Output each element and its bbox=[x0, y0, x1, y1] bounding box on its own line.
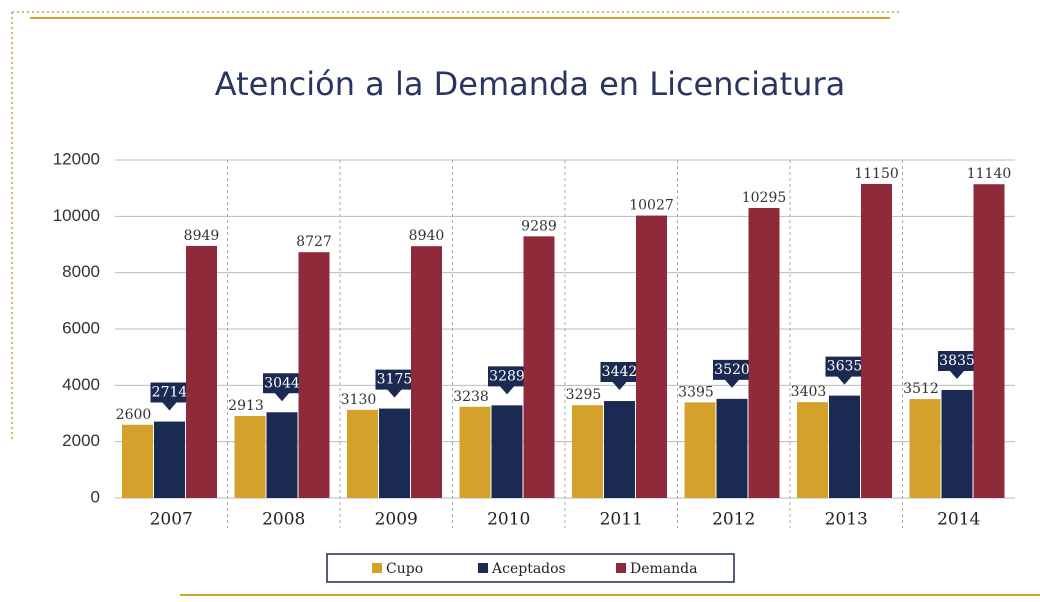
x-tick-label: 2009 bbox=[375, 510, 418, 530]
callout bbox=[600, 362, 639, 391]
bar bbox=[523, 236, 555, 498]
bar bbox=[459, 406, 491, 498]
bar bbox=[154, 421, 185, 498]
legend-swatch bbox=[616, 563, 626, 573]
legend-box bbox=[326, 553, 735, 583]
data-label: 9289 bbox=[521, 218, 557, 234]
data-label: 10295 bbox=[742, 190, 787, 206]
y-tick-label: 8000 bbox=[62, 262, 100, 281]
y-tick-label: 6000 bbox=[62, 318, 100, 337]
x-tick-label: 2012 bbox=[712, 510, 755, 530]
data-label: 3512 bbox=[903, 381, 939, 397]
bar bbox=[491, 405, 523, 498]
x-tick-label: 2013 bbox=[825, 510, 868, 530]
data-label: 3044 bbox=[264, 375, 300, 391]
bar bbox=[411, 246, 442, 498]
bar bbox=[748, 208, 780, 498]
bar bbox=[973, 184, 1005, 498]
bar bbox=[941, 389, 973, 498]
data-label: 3175 bbox=[377, 372, 413, 388]
data-label: 3403 bbox=[791, 384, 827, 400]
callout bbox=[263, 373, 301, 402]
data-label: 3295 bbox=[566, 387, 602, 403]
bar bbox=[379, 408, 410, 498]
bar bbox=[298, 252, 330, 498]
data-label: 2600 bbox=[116, 407, 152, 423]
x-tick-label: 2007 bbox=[150, 510, 193, 530]
bar bbox=[234, 415, 266, 498]
callout bbox=[713, 359, 751, 388]
x-tick-label: 2011 bbox=[600, 510, 643, 530]
bar bbox=[909, 399, 941, 498]
data-label: 2714 bbox=[152, 385, 188, 401]
bar bbox=[347, 409, 378, 498]
legend-label: Demanda bbox=[630, 561, 697, 577]
legend-swatch bbox=[372, 563, 382, 573]
callout bbox=[488, 366, 526, 395]
bar bbox=[572, 405, 603, 498]
data-label: 3442 bbox=[602, 364, 638, 380]
legend-label: Aceptados bbox=[491, 561, 566, 577]
chart-title: Atención a la Demanda en Licenciatura bbox=[215, 65, 845, 103]
data-label: 8940 bbox=[409, 228, 445, 244]
bar bbox=[829, 395, 860, 498]
bar bbox=[266, 412, 298, 498]
data-label: 11150 bbox=[854, 166, 899, 182]
data-label: 3520 bbox=[714, 362, 750, 378]
bar bbox=[684, 402, 716, 498]
bar bbox=[604, 401, 635, 498]
y-tick-label: 10000 bbox=[53, 206, 100, 225]
y-tick-label: 0 bbox=[91, 487, 100, 506]
bar bbox=[861, 183, 892, 499]
x-tick-label: 2010 bbox=[487, 510, 530, 530]
bar bbox=[797, 402, 828, 498]
data-label: 3130 bbox=[341, 392, 377, 408]
data-label: 3289 bbox=[489, 368, 525, 384]
data-label: 11140 bbox=[967, 166, 1012, 182]
y-tick-label: 2000 bbox=[62, 431, 100, 450]
x-tick-label: 2008 bbox=[262, 510, 305, 530]
callout bbox=[938, 350, 976, 379]
bar bbox=[122, 424, 153, 498]
y-tick-label: 4000 bbox=[62, 375, 100, 394]
callout bbox=[150, 382, 189, 411]
bar bbox=[186, 245, 217, 498]
data-label: 3835 bbox=[939, 353, 975, 369]
callout bbox=[375, 369, 414, 398]
bar bbox=[636, 215, 667, 499]
data-label: 10027 bbox=[629, 198, 674, 214]
data-label: 2913 bbox=[228, 398, 264, 414]
x-tick-label: 2014 bbox=[937, 510, 980, 530]
data-label: 8727 bbox=[296, 234, 332, 250]
legend-swatch bbox=[478, 563, 488, 573]
callout bbox=[825, 356, 864, 385]
data-label: 8949 bbox=[184, 228, 220, 244]
data-label: 3238 bbox=[453, 389, 489, 405]
data-label: 3395 bbox=[678, 384, 714, 400]
data-label: 3635 bbox=[827, 359, 863, 375]
legend-label: Cupo bbox=[386, 561, 423, 577]
bar bbox=[716, 398, 748, 498]
y-tick-label: 12000 bbox=[53, 149, 100, 168]
